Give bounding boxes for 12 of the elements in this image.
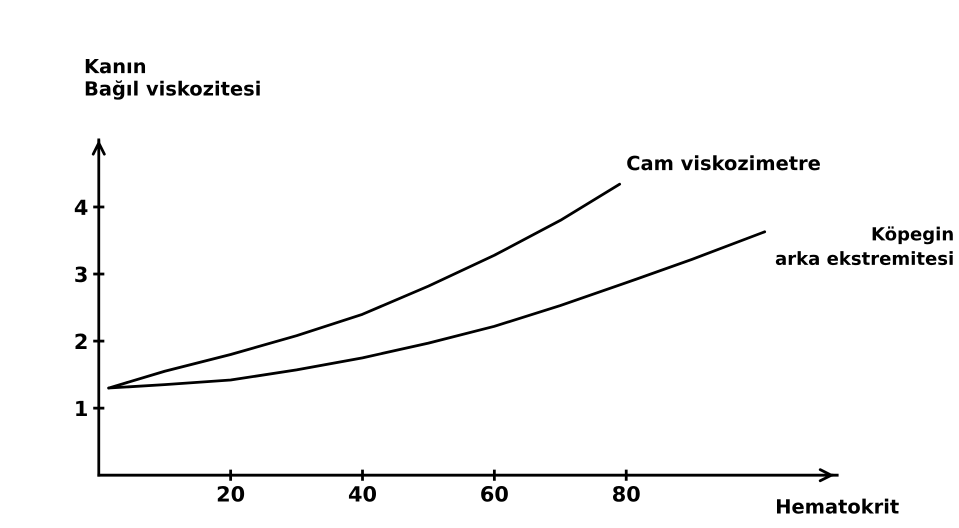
y-tick-label: 3 (75, 266, 87, 282)
y-axis-title: Kanın Bağıl viskozitesi (86, 58, 260, 100)
x-tick-label: 60 (481, 486, 508, 502)
series-label: Cam viskozimetre (627, 155, 820, 170)
x-tick-label: 80 (613, 486, 640, 502)
y-tick-label: 2 (76, 334, 87, 350)
series-label: Köpegin arka ekstremitesi (776, 226, 953, 266)
y-tick-label: 4 (74, 200, 88, 215)
x-tick-label: 40 (348, 486, 376, 502)
x-tick-label: 20 (218, 486, 244, 502)
y-tick-label: 1 (76, 400, 87, 416)
x-axis-title: Hematokrit (777, 498, 899, 514)
